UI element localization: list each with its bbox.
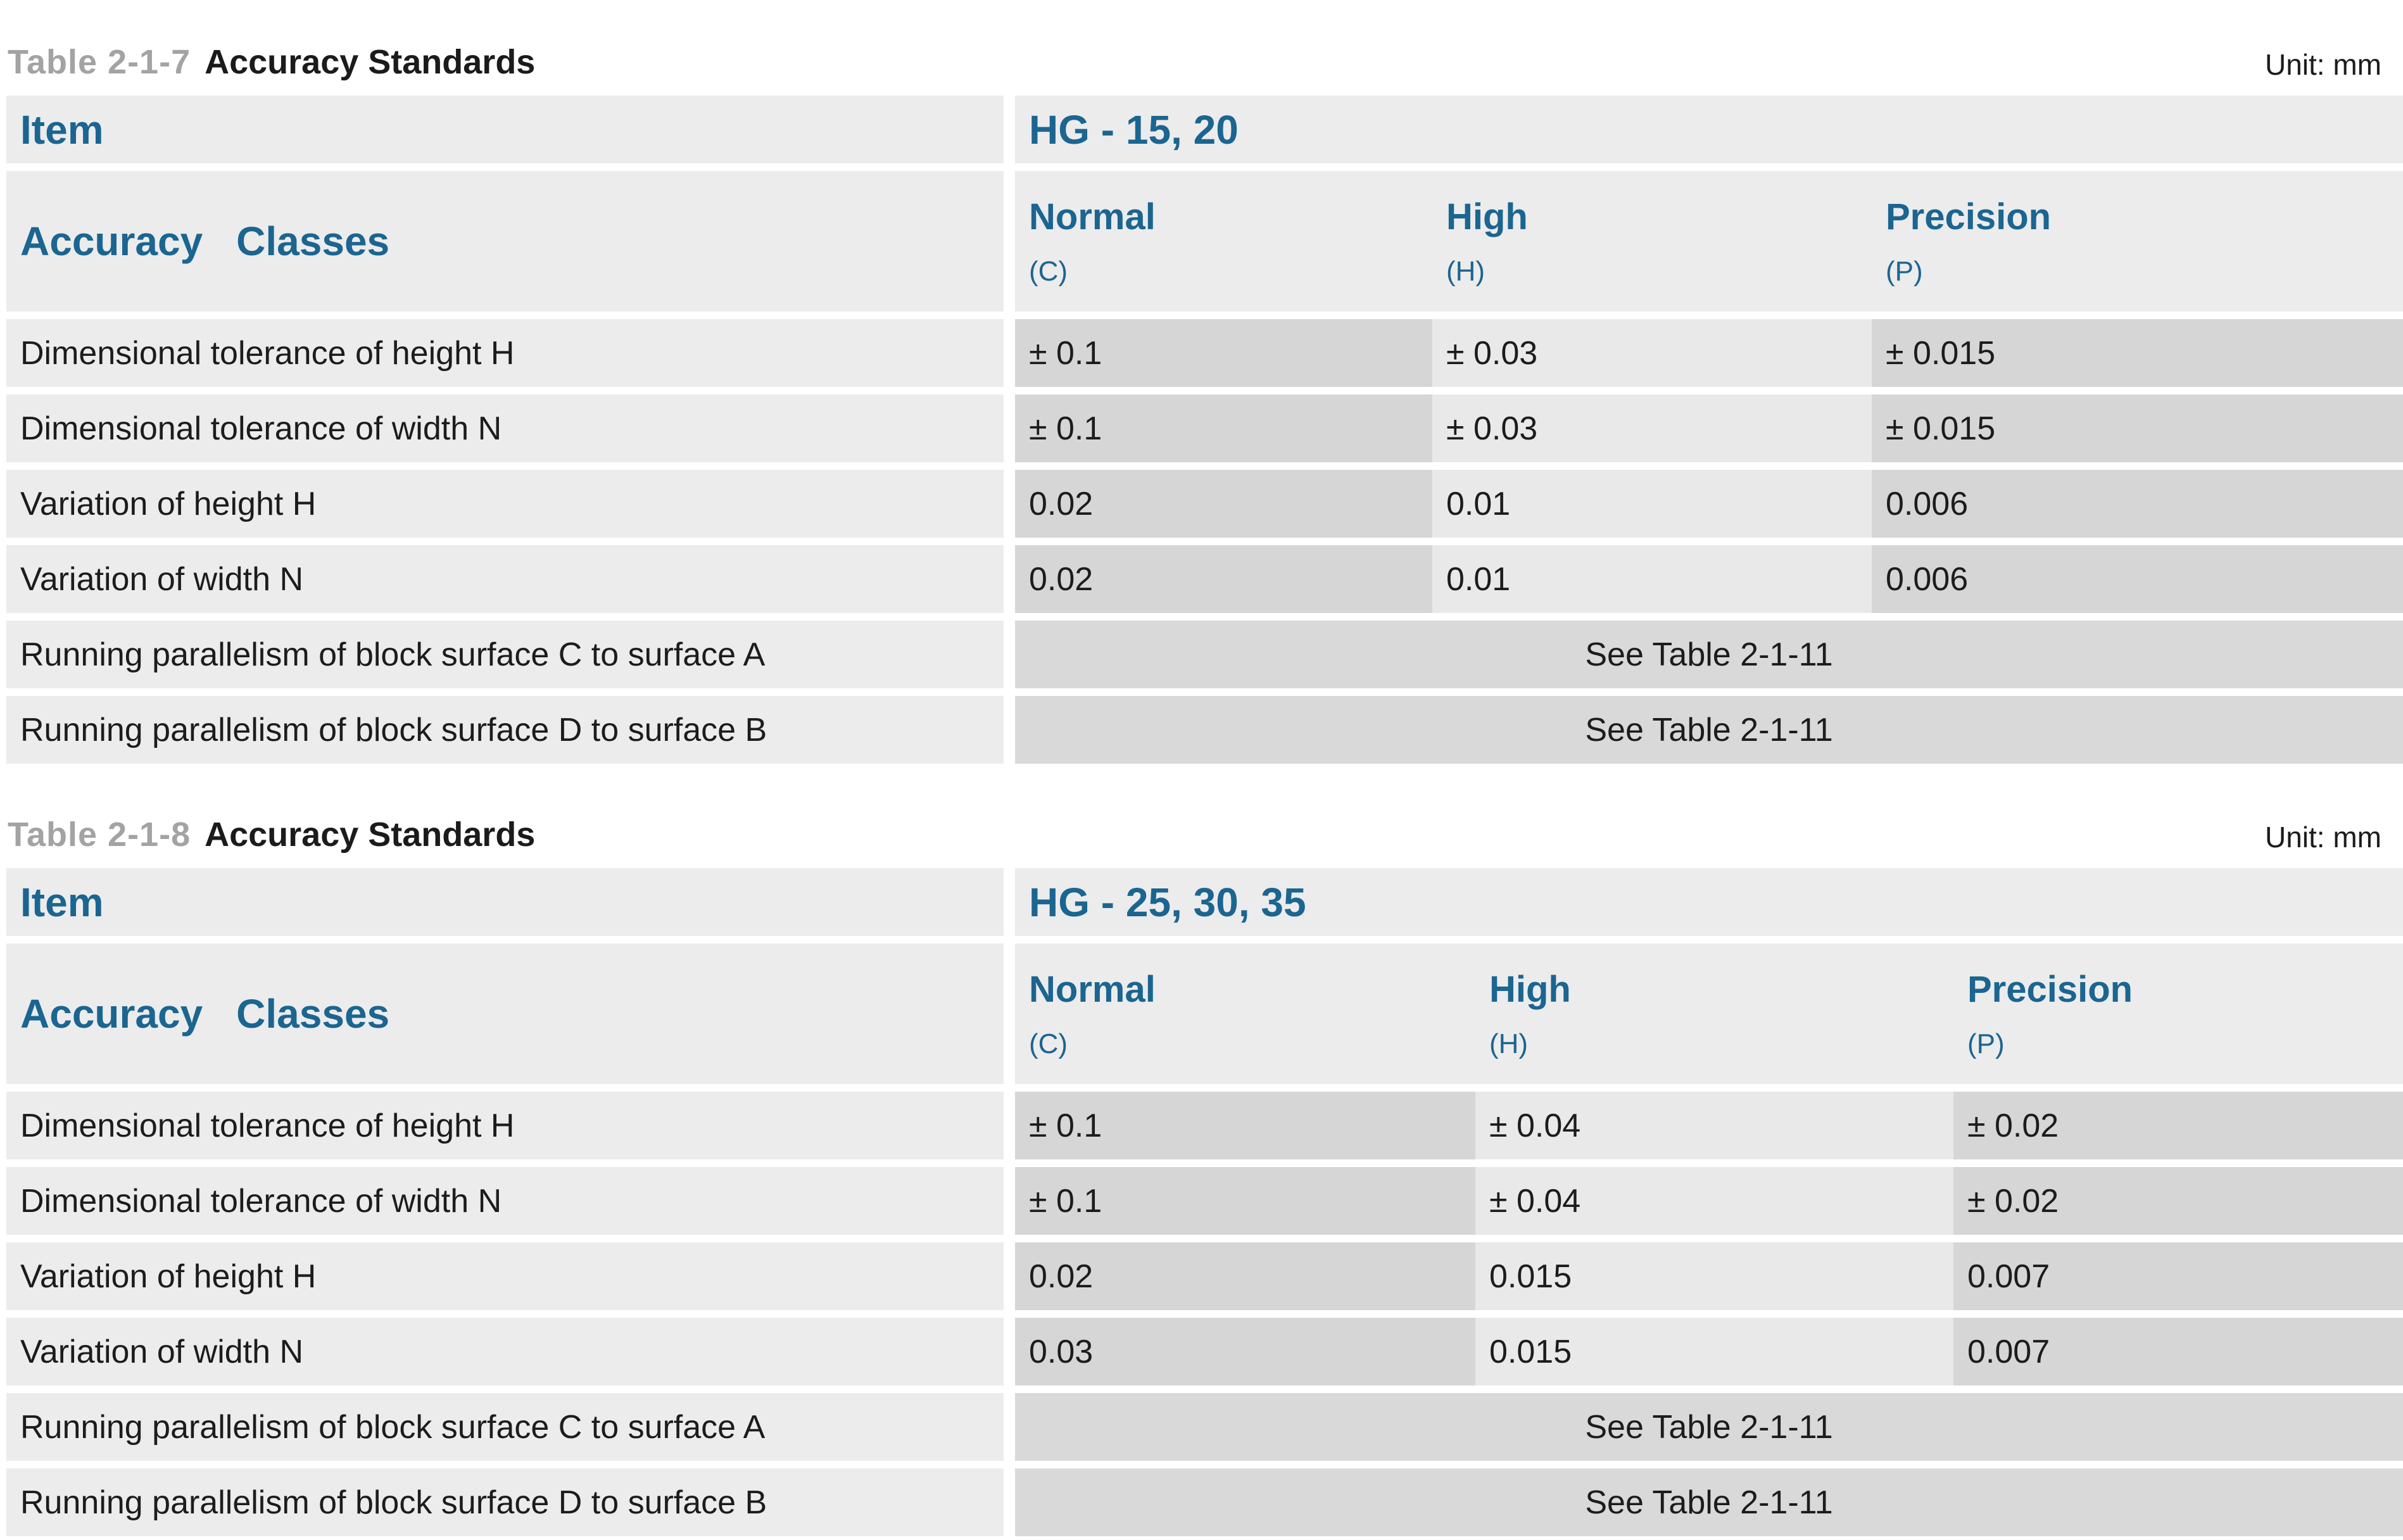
value-cell-normal: 0.02 — [1015, 545, 1432, 613]
value-cell-high: ± 0.03 — [1432, 319, 1872, 387]
class-name-precision: Precision — [1967, 968, 2133, 1010]
value-cell-precision: ± 0.015 — [1872, 394, 2403, 462]
row-label-cell: Dimensional tolerance of height H — [6, 1092, 1004, 1159]
class-code-high: (H) — [1489, 1028, 1529, 1059]
value-cell-high: ± 0.04 — [1475, 1092, 1953, 1159]
row-label-cell: Dimensional tolerance of width N — [6, 394, 1004, 462]
value-cell-precision: ± 0.02 — [1953, 1092, 2403, 1159]
value-cell-normal: ± 0.1 — [1015, 394, 1432, 462]
value-cell-precision: ± 0.015 — [1872, 319, 2403, 387]
class-name-normal: Normal — [1029, 196, 1156, 237]
row-label-cell: Running parallelism of block surface C t… — [6, 1393, 1004, 1461]
table-1-title-group: Table 2-1-7 Accuracy Standards — [8, 42, 535, 82]
class-column-high: High (H) — [1432, 171, 1872, 312]
accuracy-classes-columns: Normal (C) High (H) Precision (P) — [1015, 171, 2403, 312]
merged-value-cell: See Table 2-1-11 — [1015, 1468, 2403, 1536]
row-label-cell: Running parallelism of block surface D t… — [6, 696, 1004, 764]
table-1-title: Accuracy Standards — [205, 43, 536, 81]
class-code-normal: (C) — [1029, 255, 1068, 287]
value-cell-high: 0.015 — [1475, 1318, 1953, 1385]
table-1-title-bar: Table 2-1-7 Accuracy Standards Unit: mm — [0, 0, 2403, 96]
value-cell-precision: 0.006 — [1872, 470, 2403, 538]
table-2-title: Accuracy Standards — [205, 816, 536, 854]
value-cell-normal: 0.02 — [1015, 1242, 1475, 1310]
accuracy-classes-header-cell: Accuracy Classes — [6, 171, 1004, 312]
class-code-precision: (P) — [1967, 1028, 2005, 1059]
class-column-high: High (H) — [1475, 944, 1953, 1084]
row-label-cell: Variation of height H — [6, 470, 1004, 538]
class-column-precision: Precision (P) — [1872, 171, 2403, 312]
table-2-title-bar: Table 2-1-8 Accuracy Standards Unit: mm — [0, 764, 2403, 868]
class-name-high: High — [1489, 968, 1571, 1010]
table-2-unit-label: Unit: mm — [2265, 821, 2381, 854]
row-label-cell: Variation of width N — [6, 1318, 1004, 1385]
class-column-precision: Precision (P) — [1953, 944, 2403, 1084]
value-cell-precision: 0.006 — [1872, 545, 2403, 613]
value-cell-high: 0.01 — [1432, 470, 1872, 538]
row-label-cell: Running parallelism of block surface C t… — [6, 621, 1004, 688]
accuracy-table-hg-25-30-35: Item HG - 25, 30, 35 Accuracy Classes No… — [6, 868, 2403, 1536]
row-label-cell: Dimensional tolerance of width N — [6, 1167, 1004, 1235]
class-code-precision: (P) — [1886, 255, 1923, 287]
row-label-cell: Variation of height H — [6, 1242, 1004, 1310]
value-cell-normal: ± 0.1 — [1015, 1092, 1475, 1159]
accuracy-classes-columns: Normal (C) High (H) Precision (P) — [1015, 944, 2403, 1084]
table-2-number-label: Table 2-1-8 — [8, 816, 191, 854]
merged-value-cell: See Table 2-1-11 — [1015, 696, 2403, 764]
class-column-normal: Normal (C) — [1015, 171, 1432, 312]
accuracy-classes-header-cell: Accuracy Classes — [6, 944, 1004, 1084]
value-cell-precision: 0.007 — [1953, 1318, 2403, 1385]
class-code-normal: (C) — [1029, 1028, 1068, 1059]
value-cell-high: ± 0.03 — [1432, 394, 1872, 462]
table-1-unit-label: Unit: mm — [2265, 48, 2381, 81]
class-column-normal: Normal (C) — [1015, 944, 1475, 1084]
value-cell-high: 0.015 — [1475, 1242, 1953, 1310]
item-header-cell: Item — [6, 868, 1004, 936]
item-value-cell: HG - 15, 20 — [1015, 96, 2403, 163]
table-2-title-group: Table 2-1-8 Accuracy Standards — [8, 815, 535, 854]
value-cell-normal: 0.03 — [1015, 1318, 1475, 1385]
value-cell-normal: ± 0.1 — [1015, 1167, 1475, 1235]
value-cell-precision: 0.007 — [1953, 1242, 2403, 1310]
value-cell-high: 0.01 — [1432, 545, 1872, 613]
row-label-cell: Variation of width N — [6, 545, 1004, 613]
value-cell-high: ± 0.04 — [1475, 1167, 1953, 1235]
row-label-cell: Running parallelism of block surface D t… — [6, 1468, 1004, 1536]
table-1-number-label: Table 2-1-7 — [8, 43, 191, 81]
accuracy-table-hg-15-20: Item HG - 15, 20 Accuracy Classes Normal… — [6, 96, 2403, 764]
merged-value-cell: See Table 2-1-11 — [1015, 621, 2403, 688]
value-cell-precision: ± 0.02 — [1953, 1167, 2403, 1235]
row-label-cell: Dimensional tolerance of height H — [6, 319, 1004, 387]
value-cell-normal: ± 0.1 — [1015, 319, 1432, 387]
value-cell-normal: 0.02 — [1015, 470, 1432, 538]
class-name-precision: Precision — [1886, 196, 2052, 237]
class-code-high: (H) — [1446, 255, 1485, 287]
class-name-normal: Normal — [1029, 968, 1156, 1010]
item-header-cell: Item — [6, 96, 1004, 163]
class-name-high: High — [1446, 196, 1528, 237]
item-value-cell: HG - 25, 30, 35 — [1015, 868, 2403, 936]
merged-value-cell: See Table 2-1-11 — [1015, 1393, 2403, 1461]
